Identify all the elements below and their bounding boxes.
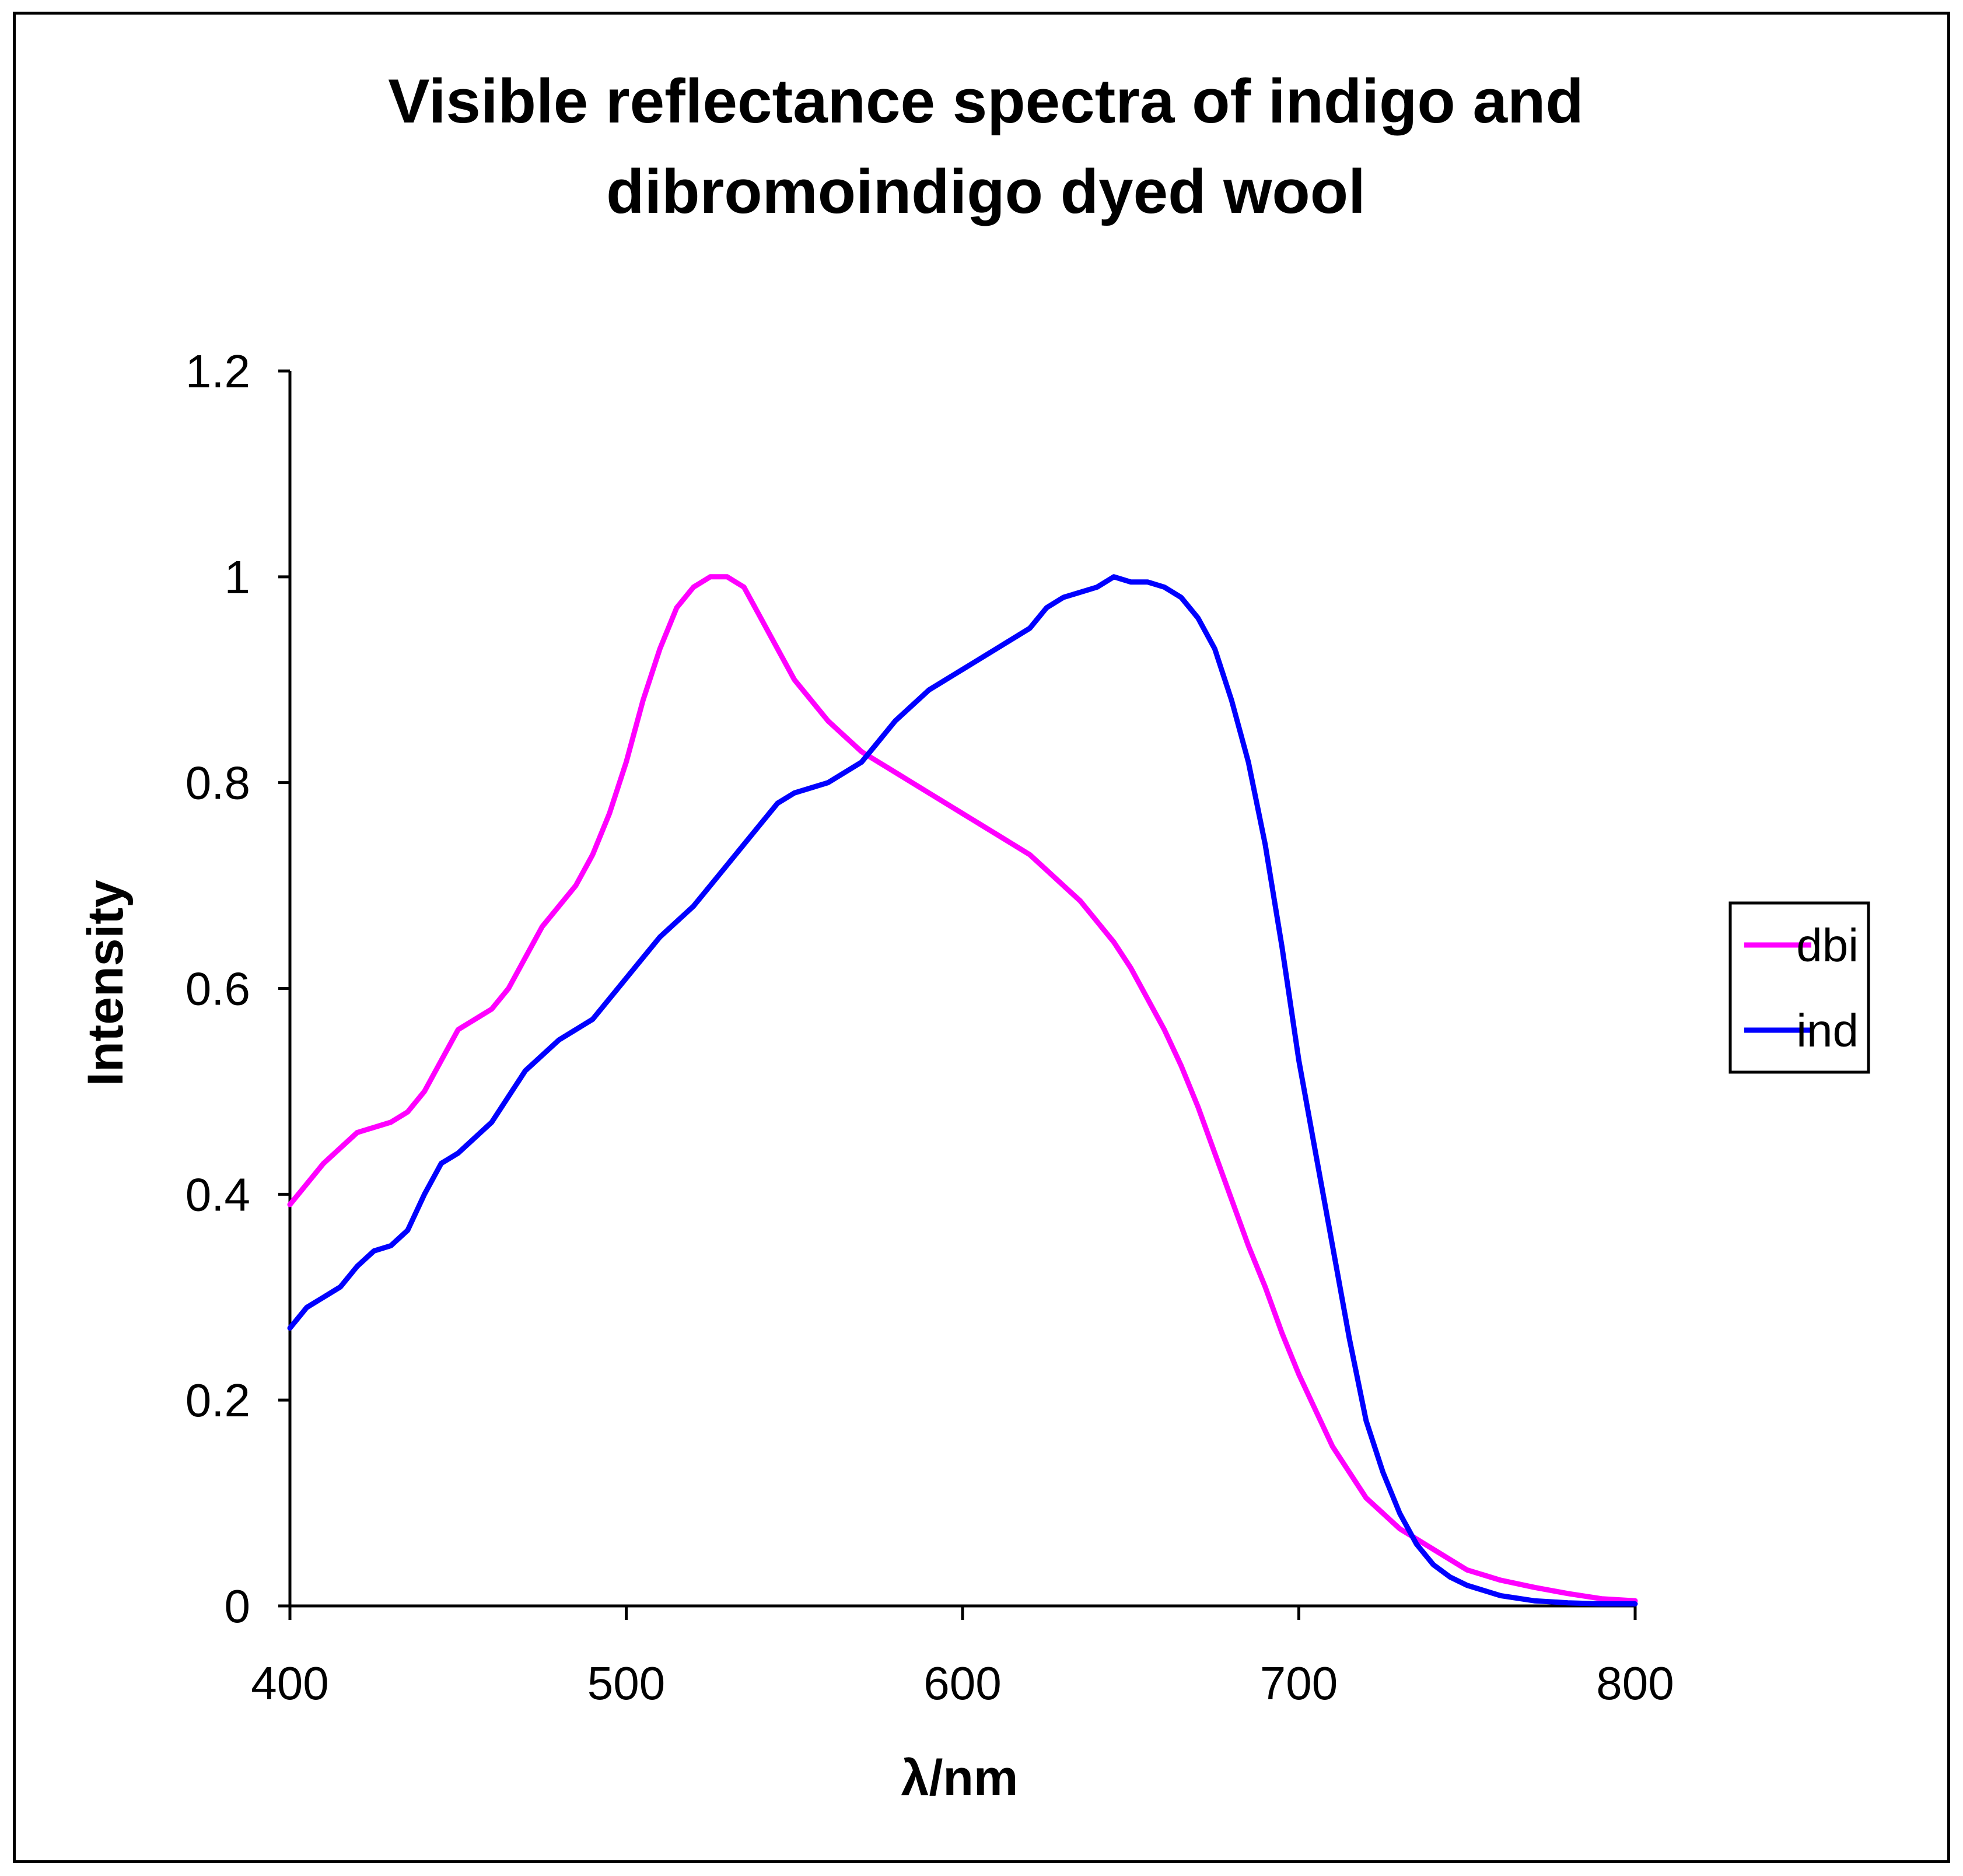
x-axis-label: λ/nm [901, 1750, 1019, 1806]
legend-box [1728, 901, 1870, 1074]
y-tick-label: 0.2 [186, 1374, 250, 1426]
series-line-dbi [287, 574, 1638, 1604]
x-tick-label: 400 [251, 1657, 328, 1709]
y-axis-label: Intensity [78, 880, 134, 1086]
y-tick-label: 0 [225, 1580, 251, 1632]
legend-label-ind: ind [1796, 1005, 1859, 1056]
y-tick-label: 0.8 [186, 757, 250, 809]
chart-frame [13, 12, 1950, 1863]
x-tick-label: 800 [1596, 1657, 1674, 1709]
y-tick-label: 1.2 [186, 345, 250, 397]
legend-label-dbi: dbi [1796, 919, 1859, 971]
chart-title-line-2: dibromoindigo dyed wool [606, 156, 1366, 226]
x-tick-label: 500 [587, 1657, 665, 1709]
x-tick-label: 600 [923, 1657, 1001, 1709]
series-lines [287, 574, 1638, 1606]
y-tick-label: 0.4 [186, 1168, 250, 1220]
y-tick-label: 1 [225, 551, 251, 603]
axes: 0 0.2 0.4 0.6 0.8 1 1.2 400 500 600 700 800 [186, 345, 1674, 1709]
x-tick-label: 700 [1260, 1657, 1338, 1709]
legend: dbi ind [1728, 901, 1870, 1074]
y-tick-label: 0.6 [186, 963, 250, 1015]
series-line-ind [287, 574, 1638, 1606]
chart-title-line-1: Visible reflectance spectra of indigo an… [388, 66, 1583, 136]
